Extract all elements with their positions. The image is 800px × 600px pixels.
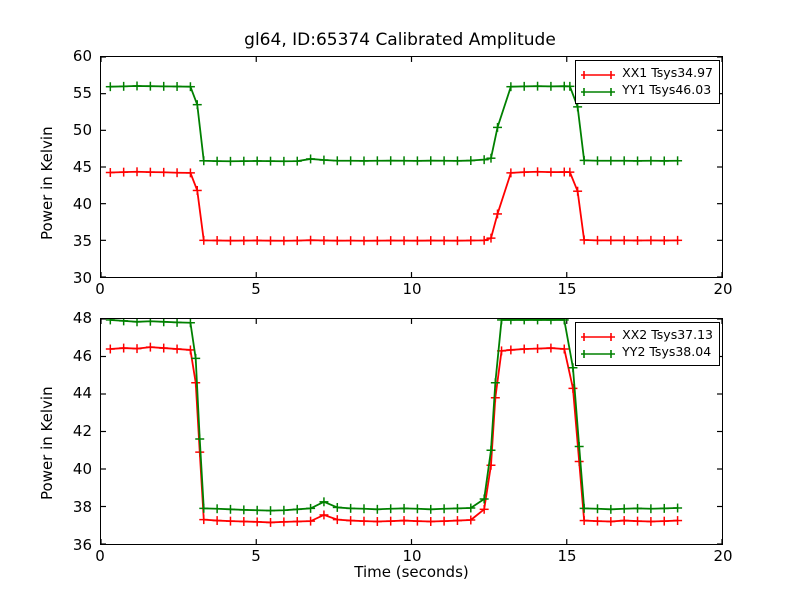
bottom-ytick-42: 42: [72, 422, 92, 440]
legend-item: XX1 Tsys34.97: [580, 65, 713, 82]
legend-swatch-yy1: [580, 84, 616, 98]
bottom-xtick-20: 20: [713, 547, 733, 565]
bottom-plot-legend: XX2 Tsys37.13 YY2 Tsys38.04: [575, 322, 720, 366]
top-xtick-15: 15: [557, 280, 577, 298]
bottom-xtick-15: 15: [557, 547, 577, 565]
bottom-xtick-5: 5: [251, 547, 261, 565]
top-ytick-30: 30: [72, 269, 92, 287]
top-xtick-10: 10: [402, 280, 422, 298]
legend-item: XX2 Tsys37.13: [580, 327, 713, 344]
bottom-plot-axes: XX2 Tsys37.13 YY2 Tsys38.04: [100, 318, 723, 545]
legend-label-yy2: YY2 Tsys38.04: [622, 344, 712, 360]
top-xtick-20: 20: [713, 280, 733, 298]
top-plot-canvas: [101, 57, 722, 277]
bottom-ytick-44: 44: [72, 384, 92, 402]
legend-label-xx1: XX1 Tsys34.97: [622, 65, 713, 81]
top-plot-legend: XX1 Tsys34.97 YY1 Tsys46.03: [575, 60, 720, 104]
bottom-plot-canvas: [101, 319, 722, 544]
bottom-ytick-46: 46: [72, 347, 92, 365]
legend-item: YY1 Tsys46.03: [580, 82, 713, 99]
top-ytick-50: 50: [72, 121, 92, 139]
bottom-xtick-10: 10: [402, 547, 422, 565]
legend-label-xx2: XX2 Tsys37.13: [622, 327, 713, 343]
top-ylabel: Power in Kelvin: [38, 126, 56, 240]
page-title: gl64, ID:65374 Calibrated Amplitude: [244, 30, 556, 50]
top-ytick-55: 55: [72, 84, 92, 102]
top-plot-axes: XX1 Tsys34.97 YY1 Tsys46.03: [100, 56, 723, 278]
legend-swatch-xx1: [580, 67, 616, 81]
legend-label-yy1: YY1 Tsys46.03: [622, 82, 712, 98]
top-xtick-5: 5: [251, 280, 261, 298]
top-ytick-40: 40: [72, 195, 92, 213]
legend-swatch-xx2: [580, 329, 616, 343]
top-ytick-35: 35: [72, 232, 92, 250]
bottom-ytick-38: 38: [72, 498, 92, 516]
bottom-ytick-36: 36: [72, 536, 92, 554]
top-ytick-60: 60: [72, 47, 92, 65]
legend-swatch-yy2: [580, 346, 616, 360]
top-ytick-45: 45: [72, 158, 92, 176]
legend-item: YY2 Tsys38.04: [580, 344, 713, 361]
bottom-xtick-0: 0: [95, 547, 105, 565]
bottom-ylabel: Power in Kelvin: [38, 386, 56, 500]
bottom-ytick-40: 40: [72, 460, 92, 478]
bottom-xlabel: Time (seconds): [354, 563, 469, 581]
bottom-ytick-48: 48: [72, 309, 92, 327]
top-xtick-0: 0: [95, 280, 105, 298]
